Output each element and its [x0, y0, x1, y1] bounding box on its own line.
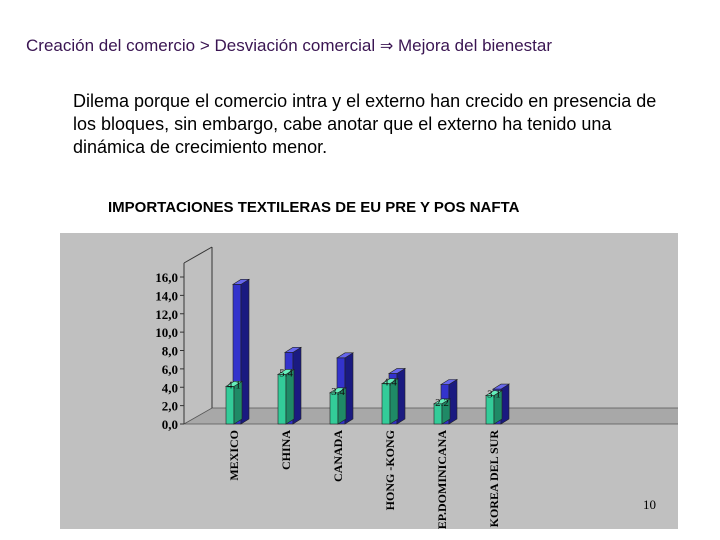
y-tick-label: 0,0: [162, 417, 178, 432]
chart-panel: 0,0 2,0 4,0 6,0 8,0 10,0 12,0 14,0 16,0 4.1 MEXICO…: [60, 233, 678, 529]
slide-heading: Creación del comercio > Desviación comer…: [26, 36, 716, 56]
heading-part-1: Creación del comercio > Desviación comer…: [26, 36, 380, 55]
y-tick-label: 8,0: [162, 344, 178, 359]
bar-chart: 0,0 2,0 4,0 6,0 8,0 10,0 12,0 14,0 16,0 4.1 MEXICO…: [155, 246, 678, 529]
y-tick-label: 14,0: [155, 288, 178, 303]
x-category-label: REP.DOMINICANA: [435, 430, 449, 529]
y-tick-label: 16,0: [155, 270, 178, 285]
x-category-label: KOREA DEL SUR: [487, 430, 501, 528]
data-label: 4.1: [227, 379, 241, 391]
bar-series-2-top: [387, 368, 407, 374]
bar-series-2-top: [335, 352, 355, 359]
data-label: 2.2: [435, 397, 449, 409]
y-tick-label: 6,0: [162, 362, 178, 377]
bar-series-1-top: [276, 369, 296, 375]
heading-part-2: Mejora del bienestar: [393, 36, 553, 55]
bar-series-1: [381, 383, 391, 425]
bar-series-2-top: [283, 347, 303, 353]
bar-series-1-top: [380, 378, 400, 384]
slide-body-text: Dilema porque el comercio intra y el ext…: [73, 91, 657, 157]
x-category-label: CANADA: [331, 430, 345, 482]
data-label: 3.1: [487, 389, 501, 401]
data-label: 3.4: [331, 386, 345, 398]
y-axis-depth-line: [183, 246, 213, 264]
implies-arrow-icon: ⇒: [379, 36, 394, 55]
bar-series-1-top: [484, 390, 504, 396]
x-category-label: CHINA: [279, 430, 293, 470]
chart-floor: [182, 407, 678, 425]
bar-series-1-top: [432, 398, 452, 405]
data-label: 4.4: [383, 377, 397, 389]
y-tick-label: 10,0: [155, 325, 178, 340]
bar-series-2-top: [439, 379, 459, 385]
bar-series-1: [225, 386, 235, 425]
bar-series-2-top: [491, 383, 511, 390]
chart-back-wall: [212, 261, 572, 408]
bar-series-1-top: [224, 381, 244, 387]
x-category-label: HONG -KONG: [383, 430, 397, 510]
bar-series-1: [277, 374, 287, 425]
bar-series-1-top: [328, 387, 348, 394]
y-tick-label: 12,0: [155, 307, 178, 322]
page-number: 10: [643, 497, 656, 512]
y-tick-label: 2,0: [162, 399, 178, 414]
y-tick-label: 4,0: [162, 380, 178, 395]
chart-title: IMPORTACIONES TEXTILERAS DE EU PRE Y POS…: [108, 199, 520, 216]
x-category-label: MEXICO: [227, 430, 241, 481]
bar-series-2-top: [231, 279, 251, 285]
data-label: 5.4: [279, 367, 293, 379]
